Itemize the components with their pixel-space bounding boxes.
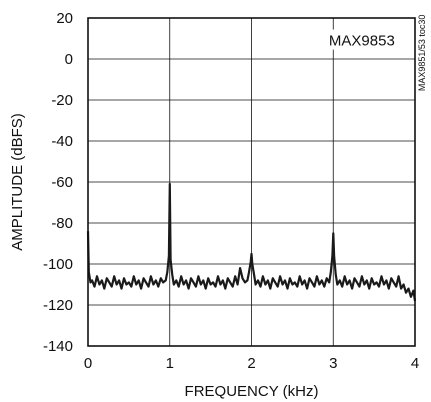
x-tick-label: 3 [329, 355, 337, 372]
spectrum-trace [86, 182, 417, 302]
y-tick-label: -140 [43, 338, 73, 355]
x-tick-label: 2 [247, 355, 255, 372]
y-axis-title: AMPLITUDE (dBFS) [9, 113, 26, 251]
figure-code: MAX9851/53 toc30 [417, 15, 427, 92]
x-tick-label: 4 [411, 355, 419, 372]
y-tick-label: -40 [51, 133, 73, 150]
y-tick-label: 0 [65, 51, 73, 68]
y-tick-label: -120 [43, 297, 73, 314]
y-tick-label: -100 [43, 256, 73, 273]
grid-lines [87, 17, 416, 347]
y-tick-labels: 20 0 -20 -40 -60 -80 -100 -120 -140 [43, 10, 73, 355]
y-tick-label: -20 [51, 92, 73, 109]
part-label: MAX9853 [329, 33, 395, 50]
plot-frame [87, 17, 416, 347]
y-tick-label: -80 [51, 215, 73, 232]
x-tick-label: 1 [166, 355, 174, 372]
y-tick-label: -60 [51, 174, 73, 191]
x-tick-labels: 0 1 2 3 4 [84, 355, 419, 372]
part-label-background [321, 29, 402, 50]
y-tick-label: 20 [56, 10, 73, 27]
x-axis-title: FREQUENCY (kHz) [185, 383, 319, 400]
x-tick-label: 0 [84, 355, 92, 372]
